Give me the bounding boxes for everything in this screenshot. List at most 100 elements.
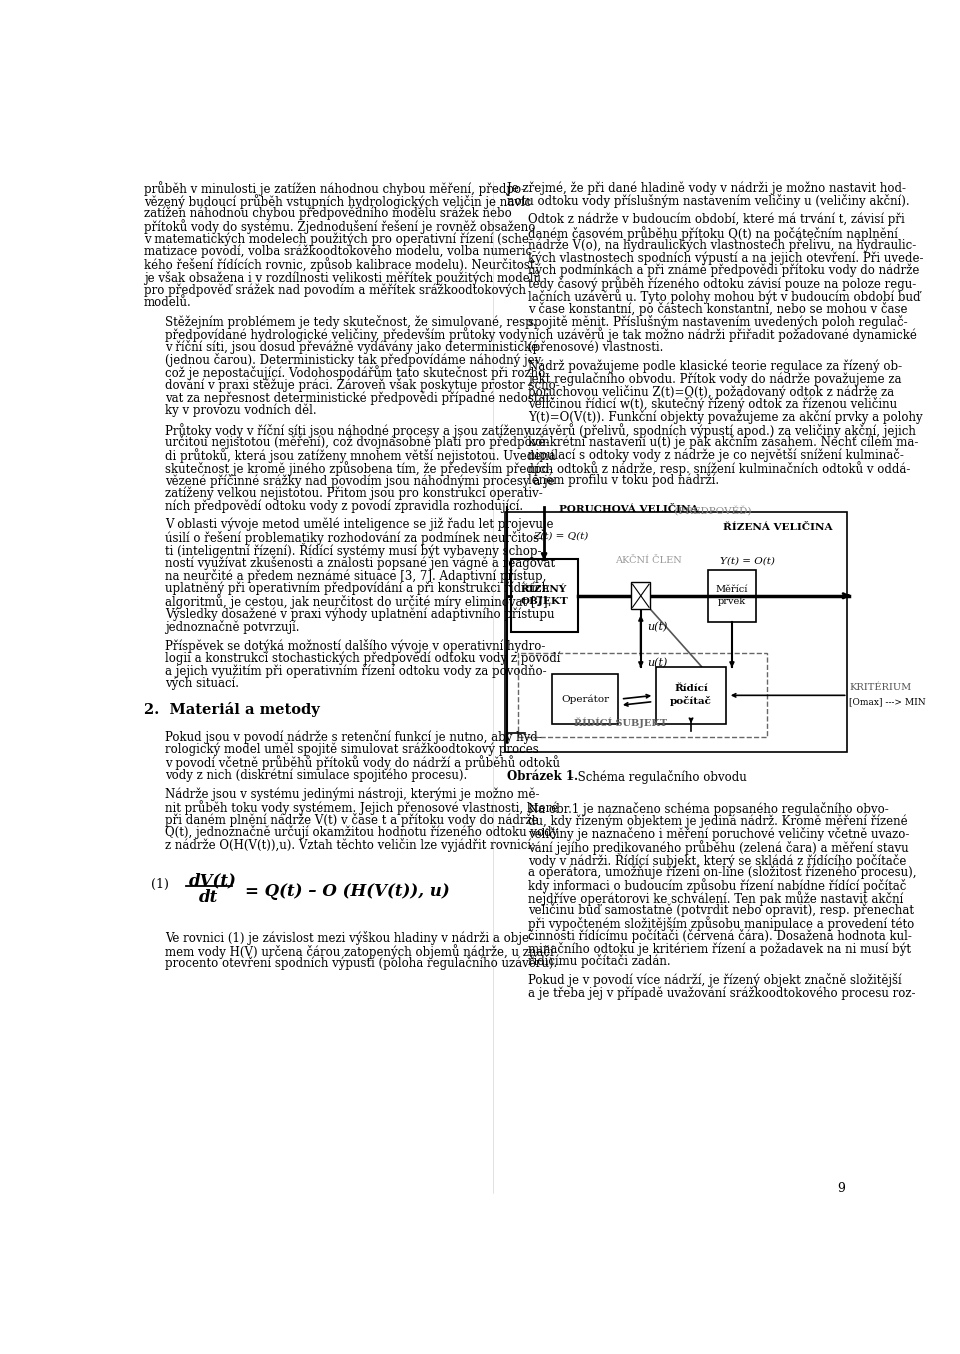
Bar — [656, 666, 727, 724]
Bar — [518, 653, 767, 737]
Text: ky v provozu vodních děl.: ky v provozu vodních děl. — [165, 403, 316, 417]
Text: v říční síti, jsou dosud převážně vydávány jako deterministické: v říční síti, jsou dosud převážně vydává… — [165, 340, 538, 355]
Bar — [631, 582, 651, 609]
Text: [Omax] ---> MIN: [Omax] ---> MIN — [849, 697, 925, 707]
Text: Příspěvek se dotýká možností dalšího vývoje v operativní hydro-: Příspěvek se dotýká možností dalšího výv… — [165, 639, 545, 653]
Text: skutečnost je kromě jiného způsobena tím, že především předpo-: skutečnost je kromě jiného způsobena tím… — [165, 460, 552, 475]
Text: Měřící
prvek: Měřící prvek — [716, 585, 748, 607]
Text: což je nepostačující. Vodohospodářům tato skutečnost při rozho-: což je nepostačující. Vodohospodářům tat… — [165, 366, 549, 380]
Text: úsilí o řešení problematiky rozhodování za podmínek neurčitos-: úsilí o řešení problematiky rozhodování … — [165, 531, 542, 544]
Text: a operátora, umožňuje řízení on-line (složitost řízeného procesu),: a operátora, umožňuje řízení on-line (sl… — [528, 865, 916, 879]
Text: ních předpovědí odtoku vody z povodí zpravidla rozhodující.: ních předpovědí odtoku vody z povodí zpr… — [165, 500, 523, 513]
Text: Pokud je v povodí více nádrží, je řízený objekt značně složitější: Pokud je v povodí více nádrží, je řízený… — [528, 974, 901, 987]
Text: logii a konstrukcí stochastických předpovědí odtoku vody z povodí: logii a konstrukcí stochastických předpo… — [165, 651, 560, 665]
Text: 2.  Materiál a metody: 2. Materiál a metody — [144, 703, 320, 718]
Text: Y(t)=O(V(t)). Funkční objekty považujeme za akční prvky a polohy: Y(t)=O(V(t)). Funkční objekty považujeme… — [528, 410, 923, 424]
Text: v matematických modelech použitých pro operativní řízení (sche-: v matematických modelech použitých pro o… — [144, 232, 533, 245]
Text: nipulací s odtoky vody z nádrže je co největší snížení kulminač-: nipulací s odtoky vody z nádrže je co ne… — [528, 448, 903, 462]
Text: při daném plnění nádrže V(t) v čase t a přítoku vody do nádrže: při daném plnění nádrže V(t) v čase t a … — [165, 812, 539, 827]
Text: vězený budoucí průběh vstupních hydrologických veličin je navíc: vězený budoucí průběh vstupních hydrolog… — [144, 194, 531, 209]
Text: z nádrže O(H(V(t)),u). Vztah těchto veličin lze vyjádřit rovnicí:: z nádrže O(H(V(t)),u). Vztah těchto veli… — [165, 838, 535, 852]
Text: předpovídané hydrologické veličiny, především průtoky vody: předpovídané hydrologické veličiny, před… — [165, 328, 526, 343]
Text: jekt regulačního obvodu. Přítok vody do nádrže považujeme za: jekt regulačního obvodu. Přítok vody do … — [528, 372, 901, 386]
Text: kého řešení řídících rovnic, způsob kalibrace modelu). Neurčitost: kého řešení řídících rovnic, způsob kali… — [144, 257, 535, 272]
Text: ŘÍZENÝ
OBJEKT: ŘÍZENÝ OBJEKT — [520, 585, 568, 607]
Text: (PŘEDPOVĚĎ): (PŘEDPOVĚĎ) — [670, 505, 751, 515]
Bar — [505, 512, 847, 753]
Text: PORUCHOVÁ VELIČINA: PORUCHOVÁ VELIČINA — [559, 505, 699, 515]
Text: mem vody H(V) určena čárou zatopených objemů nádrže, u značí: mem vody H(V) určena čárou zatopených ob… — [165, 944, 553, 959]
Text: je však obsažena i v rozdílnosti velikosti měřítek použitých modelů: je však obsažena i v rozdílnosti velikos… — [144, 271, 540, 286]
Text: Nádrže jsou v systému jedinými nástroji, kterými je možno mě-: Nádrže jsou v systému jedinými nástroji,… — [165, 787, 540, 800]
Text: průběh v minulosti je zatížen náhodnou chybou měření, předpo-: průběh v minulosti je zatížen náhodnou c… — [144, 181, 525, 196]
Text: konkrétní nastavení u(t) je pak akčním zásahem. Nechť cílem ma-: konkrétní nastavení u(t) je pak akčním z… — [528, 436, 918, 450]
Text: vězené příčinné srážky nad povodím jsou náhodnými procesy a je: vězené příčinné srážky nad povodím jsou … — [165, 474, 554, 487]
Text: uzávěrů (přelivů, spodních výpustí apod.) za veličiny akční, jejich: uzávěrů (přelivů, spodních výpustí apod.… — [528, 422, 916, 437]
Text: nit průběh toku vody systémem. Jejich přenosové vlastnosti, které: nit průběh toku vody systémem. Jejich př… — [165, 800, 558, 815]
Text: dV(t): dV(t) — [188, 872, 236, 890]
Text: kdy informaci o budoucím způsobu řízení nabídne řídící počítač: kdy informaci o budoucím způsobu řízení … — [528, 877, 906, 892]
Text: – Schéma regulačního obvodu: – Schéma regulačního obvodu — [568, 770, 747, 784]
Text: matizace povodí, volba srážkoodtokového modelu, volba numeric-: matizace povodí, volba srážkoodtokového … — [144, 245, 536, 259]
Text: vody z nich (diskrétní simulace spojitého procesu).: vody z nich (diskrétní simulace spojitéh… — [165, 768, 467, 781]
Text: vých situací.: vých situací. — [165, 677, 239, 691]
Text: (přenosové) vlastnosti.: (přenosové) vlastnosti. — [528, 340, 663, 353]
Text: di průtoků, která jsou zatíženy mnohem větší nejistotou. Uvedená: di průtoků, která jsou zatíženy mnohem v… — [165, 448, 556, 463]
Text: AKČNÍ ČLEN: AKČNÍ ČLEN — [614, 556, 682, 565]
Text: dt: dt — [199, 888, 218, 906]
Text: du, kdy řízeným objektem je jediná nádrž. Kromě měření řízené: du, kdy řízeným objektem je jediná nádrž… — [528, 814, 907, 827]
Text: nádrže V(o), na hydraulických vlastnostech přelivu, na hydraulic-: nádrže V(o), na hydraulických vlastnoste… — [528, 238, 916, 252]
Text: řídícímu počítači zadán.: řídícímu počítači zadán. — [528, 955, 670, 968]
Text: ŘÍZENÁ VELIČINA: ŘÍZENÁ VELIČINA — [723, 523, 832, 532]
Text: poruchovou veličinu Z(t)=Q(t), požadovaný odtok z nádrže za: poruchovou veličinu Z(t)=Q(t), požadovan… — [528, 385, 894, 398]
Text: daném časovém průběhu přítoku Q(t) na počátečním naplnění: daném časovém průběhu přítoku Q(t) na po… — [528, 226, 898, 241]
Text: přítoků vody do systému. Zjednodušení řešení je rovněž obsaženo: přítoků vody do systému. Zjednodušení ře… — [144, 219, 535, 234]
Text: ných podmínkách a při známé předpovědi přítoku vody do nádrže: ných podmínkách a při známé předpovědi p… — [528, 264, 919, 278]
Text: spojitě měnit. Příslušným nastavením uvedených poloh regulač-: spojitě měnit. Příslušným nastavením uve… — [528, 314, 907, 329]
Text: Odtok z nádrže v budoucím období, které má trvání t, závisí při: Odtok z nádrže v budoucím období, které … — [528, 213, 904, 226]
Text: na neurčité a předem neznámé situace [3, 7]. Adaptivní přístup,: na neurčité a předem neznámé situace [3,… — [165, 569, 546, 582]
Text: ních odtoků z nádrže, resp. snížení kulminačních odtoků v oddá-: ních odtoků z nádrže, resp. snížení kulm… — [528, 460, 910, 475]
Bar — [708, 570, 756, 621]
Text: dování v praxi stěžuje práci. Zároveň však poskytuje prostor scho-: dování v praxi stěžuje práci. Zároveň vš… — [165, 378, 560, 393]
Text: určitou nejistotou (měření), což dvojnásobně platí pro předpově-: určitou nejistotou (měření), což dvojnás… — [165, 436, 549, 450]
Text: notu odtoku vody příslušným nastavením veličiny u (veličiny akční).: notu odtoku vody příslušným nastavením v… — [507, 194, 909, 209]
Text: Z(t) = Q(t): Z(t) = Q(t) — [533, 531, 588, 540]
Text: Na obr.1 je naznačeno schéma popsaného regulačního obvo-: Na obr.1 je naznačeno schéma popsaného r… — [528, 802, 888, 815]
Text: Výsledky dosažené v praxi výhody uplatnění adaptivního přístupu: Výsledky dosažené v praxi výhody uplatně… — [165, 607, 554, 620]
Text: ŘÍDÍCÍ SUBJEKT: ŘÍDÍCÍ SUBJEKT — [574, 718, 667, 728]
Text: nejdříve operátorovi ke schválení. Ten pak může nastavit akční: nejdříve operátorovi ke schválení. Ten p… — [528, 891, 903, 906]
Text: Nádrž považujeme podle klasické teorie regulace za řízený ob-: Nádrž považujeme podle klasické teorie r… — [528, 359, 901, 372]
Text: vat za nepřesnost deterministické předpovědi případné nedostat-: vat za nepřesnost deterministické předpo… — [165, 391, 554, 405]
Text: Q(t), jednoznačně určují okamžitou hodnotu řízeného odtoku vody: Q(t), jednoznačně určují okamžitou hodno… — [165, 826, 558, 839]
Text: v čase konstantní, po částech konstantní, nebo se mohou v čase: v čase konstantní, po částech konstantní… — [528, 302, 907, 315]
Text: Operátor: Operátor — [561, 695, 609, 704]
Text: KRITÉRIUM: KRITÉRIUM — [849, 682, 911, 692]
Text: ností využívat zkušenosti a znalosti popsané jen vágně a reagovat: ností využívat zkušenosti a znalosti pop… — [165, 556, 555, 570]
Text: při vypočteném složitějším způsobu manipulace a provedení této: při vypočteném složitějším způsobu manip… — [528, 917, 914, 932]
Text: u(t): u(t) — [647, 658, 667, 669]
Text: lačních uzávěrů u. Tyto polohy mohou být v budoucím období buď: lačních uzávěrů u. Tyto polohy mohou být… — [528, 290, 921, 305]
Text: Y(t) = O(t): Y(t) = O(t) — [720, 556, 776, 565]
Text: veličinu buď samostatně (potvrdit nebo opravit), resp. přenechat: veličinu buď samostatně (potvrdit nebo o… — [528, 903, 914, 918]
Text: Je zřejmé, že při dané hladině vody v nádrži je možno nastavit hod-: Je zřejmé, že při dané hladině vody v ná… — [507, 181, 906, 195]
Text: Průtoky vody v říční síti jsou náhodné procesy a jsou zatíženy: Průtoky vody v říční síti jsou náhodné p… — [165, 422, 530, 437]
Text: tedy časový průběh řízeného odtoku závisí pouze na poloze regu-: tedy časový průběh řízeného odtoku závis… — [528, 276, 916, 291]
Text: veličinou řídicí w(t), skutečný řízený odtok za řízenou veličinu: veličinou řídicí w(t), skutečný řízený o… — [528, 397, 897, 412]
Text: algoritmů, je cestou, jak neurčitost do určité míry eliminovat [7].: algoritmů, je cestou, jak neurčitost do … — [165, 594, 551, 609]
Text: a jejich využitím při operativním řízení odtoku vody za povodňo-: a jejich využitím při operativním řízení… — [165, 665, 546, 677]
Text: Pokud jsou v povodí nádrže s retenční funkcí je nutno, aby hyd-: Pokud jsou v povodí nádrže s retenční fu… — [165, 730, 541, 745]
Text: zatížen náhodnou chybou předpovědního modelu srážek nebo: zatížen náhodnou chybou předpovědního mo… — [144, 207, 512, 221]
Text: procento otevření spodních výpustí (poloha regulačního uzávěru).: procento otevření spodních výpustí (polo… — [165, 956, 557, 971]
Text: vání jejího predikovaného průběhu (zelená čara) a měření stavu: vání jejího predikovaného průběhu (zelen… — [528, 839, 908, 854]
Text: u(t): u(t) — [647, 621, 667, 632]
Text: Obrázek 1.: Obrázek 1. — [507, 770, 582, 783]
Text: rologický model uměl spojitě simulovat srážkoodtokový proces: rologický model uměl spojitě simulovat s… — [165, 743, 539, 757]
Text: modelů.: modelů. — [144, 295, 192, 309]
Text: (1): (1) — [152, 877, 169, 891]
Text: 9: 9 — [837, 1182, 846, 1194]
Text: vody v nádrži. Řídící subjekt, který se skládá z řídícího počítače: vody v nádrži. Řídící subjekt, který se … — [528, 853, 906, 868]
Text: zatíženy velkou nejistotou. Přitom jsou pro konstrukci operativ-: zatíženy velkou nejistotou. Přitom jsou … — [165, 486, 542, 500]
Text: V oblasti vývoje metod umělé inteligence se již řadu let projevuje: V oblasti vývoje metod umělé inteligence… — [165, 519, 553, 532]
Text: Ve rovnici (1) je závislost mezi výškou hladiny v nádrži a obje-: Ve rovnici (1) je závislost mezi výškou … — [165, 932, 533, 945]
